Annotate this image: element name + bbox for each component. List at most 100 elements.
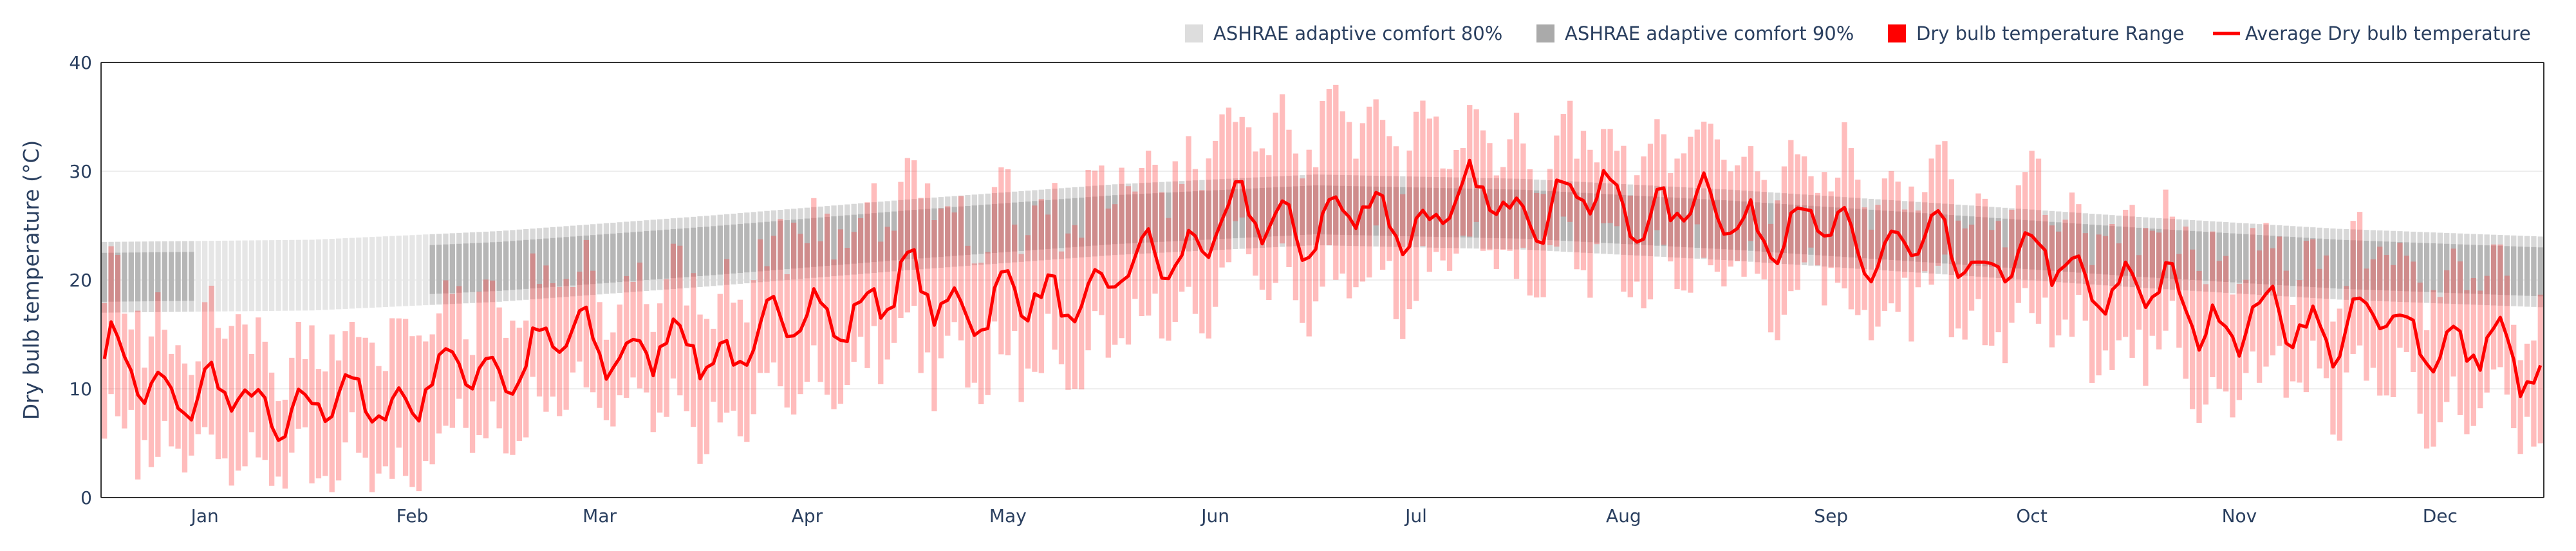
comfort-90-bar	[2330, 239, 2336, 288]
comfort-90-bar	[1681, 198, 1687, 247]
comfort-90-bar	[1607, 194, 1613, 243]
comfort-90-bar	[1909, 212, 1914, 261]
range-bar	[2357, 212, 2363, 346]
comfort-90-bar	[1433, 187, 1439, 237]
range-bar	[1099, 165, 1105, 315]
range-bar	[1373, 99, 1379, 226]
range-bar	[376, 366, 382, 474]
range-bar	[2310, 239, 2316, 341]
legend-label[interactable]: Average Dry bulb temperature	[2245, 23, 2531, 44]
comfort-90-bar	[1473, 189, 1479, 238]
comfort-90-bar	[1901, 212, 1908, 261]
legend-label[interactable]: ASHRAE adaptive comfort 90%	[1565, 23, 1854, 44]
range-bar	[1226, 107, 1232, 263]
range-bar	[1942, 141, 1948, 255]
comfort-90-bar	[590, 235, 596, 285]
range-bar	[851, 232, 857, 362]
range-bar	[1018, 254, 1024, 402]
comfort-80-bar	[329, 239, 335, 310]
range-bar	[1467, 105, 1473, 237]
comfort80-legend-swatch[interactable]	[1185, 24, 1203, 42]
range-bar	[1420, 100, 1426, 247]
range-bar	[1587, 149, 1593, 298]
comfort-90-bar	[637, 231, 643, 281]
range-bar	[891, 230, 897, 343]
legend-label[interactable]: ASHRAE adaptive comfort 80%	[1213, 23, 1502, 44]
comfort-90-bar	[443, 244, 449, 294]
range-bar	[723, 259, 730, 413]
range-bar	[617, 304, 622, 396]
range-bar	[2203, 284, 2209, 405]
range-bar	[2484, 276, 2490, 393]
comfort-90-bar	[1105, 195, 1111, 245]
range-bar	[1761, 180, 1767, 280]
range-bar	[510, 321, 516, 455]
comfort-80-bar	[295, 239, 301, 311]
range-bar	[778, 219, 783, 387]
comfort-90-bar	[837, 216, 844, 265]
comfort-90-bar	[1139, 194, 1144, 243]
comfort-90-bar	[2444, 243, 2450, 293]
range-bar	[2056, 231, 2062, 336]
range-bar	[1038, 199, 1044, 373]
comfort90-legend-swatch[interactable]	[1536, 24, 1554, 42]
range-bar	[2116, 243, 2122, 341]
comfort-80-bar	[248, 240, 255, 312]
x-tick-label: May	[989, 505, 1027, 527]
range-legend-swatch[interactable]	[1888, 24, 1906, 42]
comfort-90-bar	[644, 231, 649, 281]
comfort-90-bar	[1125, 194, 1132, 244]
range-bar	[2303, 241, 2310, 393]
average-temperature-line	[102, 158, 2543, 442]
comfort-90-bar	[536, 239, 543, 288]
comfort-90-bar	[717, 225, 723, 275]
comfort-90-bar	[2029, 220, 2035, 270]
range-bar	[1621, 145, 1627, 292]
range-bar	[1079, 238, 1085, 389]
x-ticks: Jan Feb Mar Apr May Jun Jul Aug Sep Oct Nov Dec	[190, 505, 2458, 527]
range-bar	[577, 272, 583, 362]
comfort-90-bar	[690, 227, 696, 277]
range-bar	[1426, 118, 1433, 272]
comfort-90-bar	[945, 207, 951, 257]
range-bar	[2223, 256, 2229, 392]
range-bar	[1554, 135, 1560, 247]
comfort-90-bar	[2290, 237, 2296, 286]
range-bar	[1433, 117, 1439, 252]
range-bar	[1728, 171, 1733, 267]
comfort-80-bar	[262, 240, 268, 312]
comfort-90-bar	[2049, 221, 2055, 271]
range-bar	[2250, 228, 2255, 352]
comfort-90-bar	[1520, 189, 1526, 239]
range-bar	[1935, 144, 1941, 266]
comfort-90-bar	[1025, 201, 1031, 251]
range-bar	[2423, 330, 2430, 449]
range-bar	[543, 265, 549, 412]
range-bar	[677, 245, 683, 396]
comfort-90-bar	[657, 230, 663, 279]
comfort-90-bar	[1875, 210, 1881, 259]
legend-label[interactable]: Dry bulb temperature Range	[1916, 23, 2185, 44]
range-bar	[1842, 122, 1847, 289]
comfort-90-bar	[1688, 198, 1694, 248]
comfort-90-bar	[2478, 245, 2483, 294]
range-bar	[1105, 209, 1111, 358]
x-tick-label: Nov	[2222, 505, 2257, 527]
range-bar	[1273, 112, 1278, 283]
comfort-90-bar	[463, 243, 469, 293]
comfort-90-bar	[1012, 202, 1018, 252]
range-bar	[1219, 114, 1225, 268]
range-bar	[811, 198, 817, 346]
range-bar	[1233, 122, 1238, 221]
range-bar	[1995, 221, 2001, 333]
comfort-90-bar	[723, 225, 730, 274]
range-bar	[2216, 261, 2222, 389]
range-bar	[1487, 143, 1493, 250]
range-bar	[1822, 172, 1827, 306]
range-bar	[1346, 122, 1352, 299]
comfort-90-bar	[965, 205, 971, 256]
range-bar	[2411, 261, 2416, 372]
comfort-90-bar	[1085, 197, 1091, 247]
range-bar	[369, 342, 375, 492]
range-bar	[256, 317, 261, 458]
